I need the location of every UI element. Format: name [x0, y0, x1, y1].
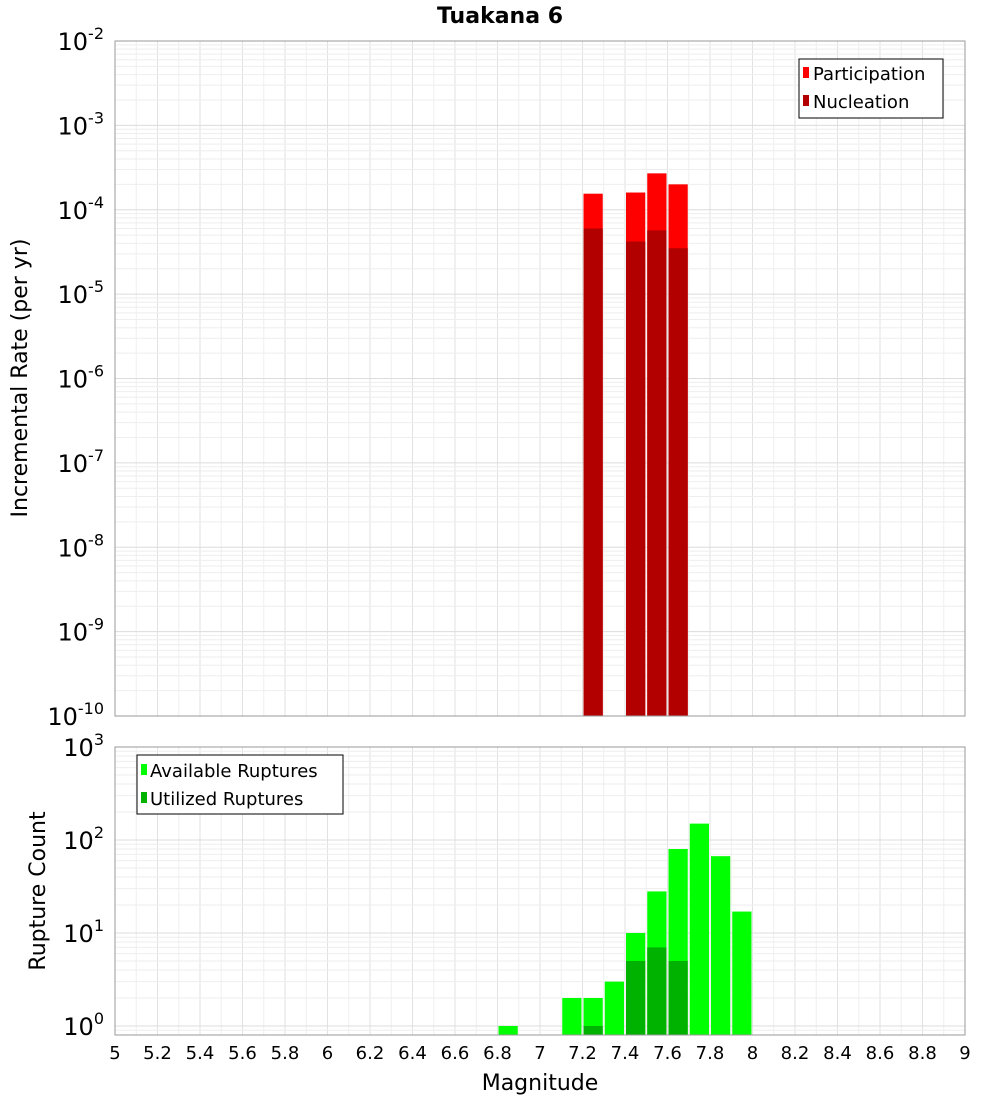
nucleation-bar [626, 241, 646, 717]
chart-title: Tuakana 6 [437, 4, 563, 29]
y-tick-label: 10-6 [58, 362, 105, 394]
x-tick-label: 9 [959, 1043, 970, 1064]
rupture-y-tick-labels: 100 101 102 103 [63, 730, 104, 1041]
nucleation-bar [583, 228, 603, 716]
available-ruptures-bar [583, 997, 603, 1035]
nucleation-bar [647, 230, 667, 716]
x-tick-label: 5.6 [228, 1043, 257, 1064]
x-tick-label: 7.8 [696, 1043, 725, 1064]
x-tick-label: 5.8 [271, 1043, 300, 1064]
x-tick-label: 8.2 [781, 1043, 810, 1064]
rupture-y-axis-label: Rupture Count [26, 811, 51, 971]
rate-legend-box [798, 58, 944, 119]
rate-plot-panel: 10-10 10-9 10-8 10-7 10-6 10-5 10-4 10-3 10-2 In… [8, 24, 966, 731]
available-ruptures-bar [732, 911, 752, 1035]
x-tick-label: 5.4 [186, 1043, 215, 1064]
rate-plot-grid [114, 40, 966, 717]
x-tick-label: 6 [322, 1043, 333, 1064]
rupture-legend: Available Ruptures Utilized Ruptures [136, 754, 344, 815]
available-ruptures-swatch [141, 764, 147, 775]
x-tick-label: 7 [534, 1043, 545, 1064]
available-ruptures-bar [689, 823, 709, 1035]
y-tick-label: 10-2 [58, 24, 105, 56]
participation-legend-label: Participation [813, 64, 925, 85]
x-tick-label: 7.4 [611, 1043, 640, 1064]
nucleation-swatch [803, 95, 809, 106]
available-ruptures-bar [562, 997, 582, 1035]
rate-plot-frame [114, 40, 966, 717]
utilized-ruptures-bar [583, 1025, 603, 1035]
utilized-ruptures-bar [647, 947, 667, 1035]
rate-y-axis-label: Incremental Rate (per yr) [8, 239, 33, 518]
y-tick-label: 10-8 [58, 530, 105, 562]
y-tick-label: 10-7 [58, 446, 105, 478]
y-tick-label: 10-4 [58, 193, 105, 225]
x-tick-label: 7.2 [568, 1043, 597, 1064]
rate-legend: Participation Nucleation [798, 58, 944, 119]
utilized-ruptures-bar [626, 960, 646, 1035]
x-tick-label: 6.2 [356, 1043, 385, 1064]
y-tick-label: 101 [63, 916, 104, 948]
rupture-legend-box [136, 754, 344, 815]
x-tick-label: 8.8 [908, 1043, 937, 1064]
x-tick-label: 8.4 [823, 1043, 852, 1064]
available-ruptures-legend-label: Available Ruptures [150, 761, 318, 782]
rate-y-tick-labels: 10-10 10-9 10-8 10-7 10-6 10-5 10-4 10-3 10-2 [47, 24, 104, 731]
y-tick-label: 103 [63, 730, 104, 762]
available-ruptures-bar [711, 856, 731, 1035]
x-tick-label: 8 [747, 1043, 758, 1064]
y-tick-label: 10-5 [58, 277, 105, 309]
x-tick-label: 5 [109, 1043, 120, 1064]
utilized-ruptures-swatch [141, 792, 147, 803]
utilized-ruptures-bar [668, 960, 688, 1035]
x-tick-labels: 5 5.2 5.4 5.6 5.8 6 6.2 6.4 6.6 6.8 7 7.2 7.4 7.6 7.8 8… [109, 1043, 970, 1064]
y-tick-label: 10-9 [58, 615, 105, 647]
x-tick-label: 7.6 [653, 1043, 682, 1064]
available-ruptures-bar [498, 1025, 518, 1035]
x-tick-label: 8.6 [866, 1043, 895, 1064]
y-tick-label: 100 [63, 1009, 104, 1041]
y-tick-label: 10-10 [47, 699, 104, 731]
y-tick-label: 102 [63, 823, 104, 855]
participation-swatch [803, 67, 809, 78]
x-tick-label: 5.2 [143, 1043, 172, 1064]
rupture-count-panel: 100 101 102 103 5 5.2 5.4 5.6 5.8 6 6.2 6.4 6.6 6.8 7… [26, 730, 971, 1096]
x-axis-label: Magnitude [482, 1071, 599, 1096]
x-tick-label: 6.6 [441, 1043, 470, 1064]
utilized-ruptures-legend-label: Utilized Ruptures [150, 789, 303, 810]
rate-plot-bars [583, 173, 688, 717]
rupture-plot-frame [114, 746, 966, 1036]
nucleation-bar [668, 248, 688, 717]
y-tick-label: 10-3 [58, 108, 105, 140]
nucleation-legend-label: Nucleation [813, 92, 909, 113]
x-tick-label: 6.8 [483, 1043, 512, 1064]
x-tick-label: 6.4 [398, 1043, 427, 1064]
rupture-plot-bars [498, 823, 752, 1035]
available-ruptures-bar [604, 981, 624, 1035]
